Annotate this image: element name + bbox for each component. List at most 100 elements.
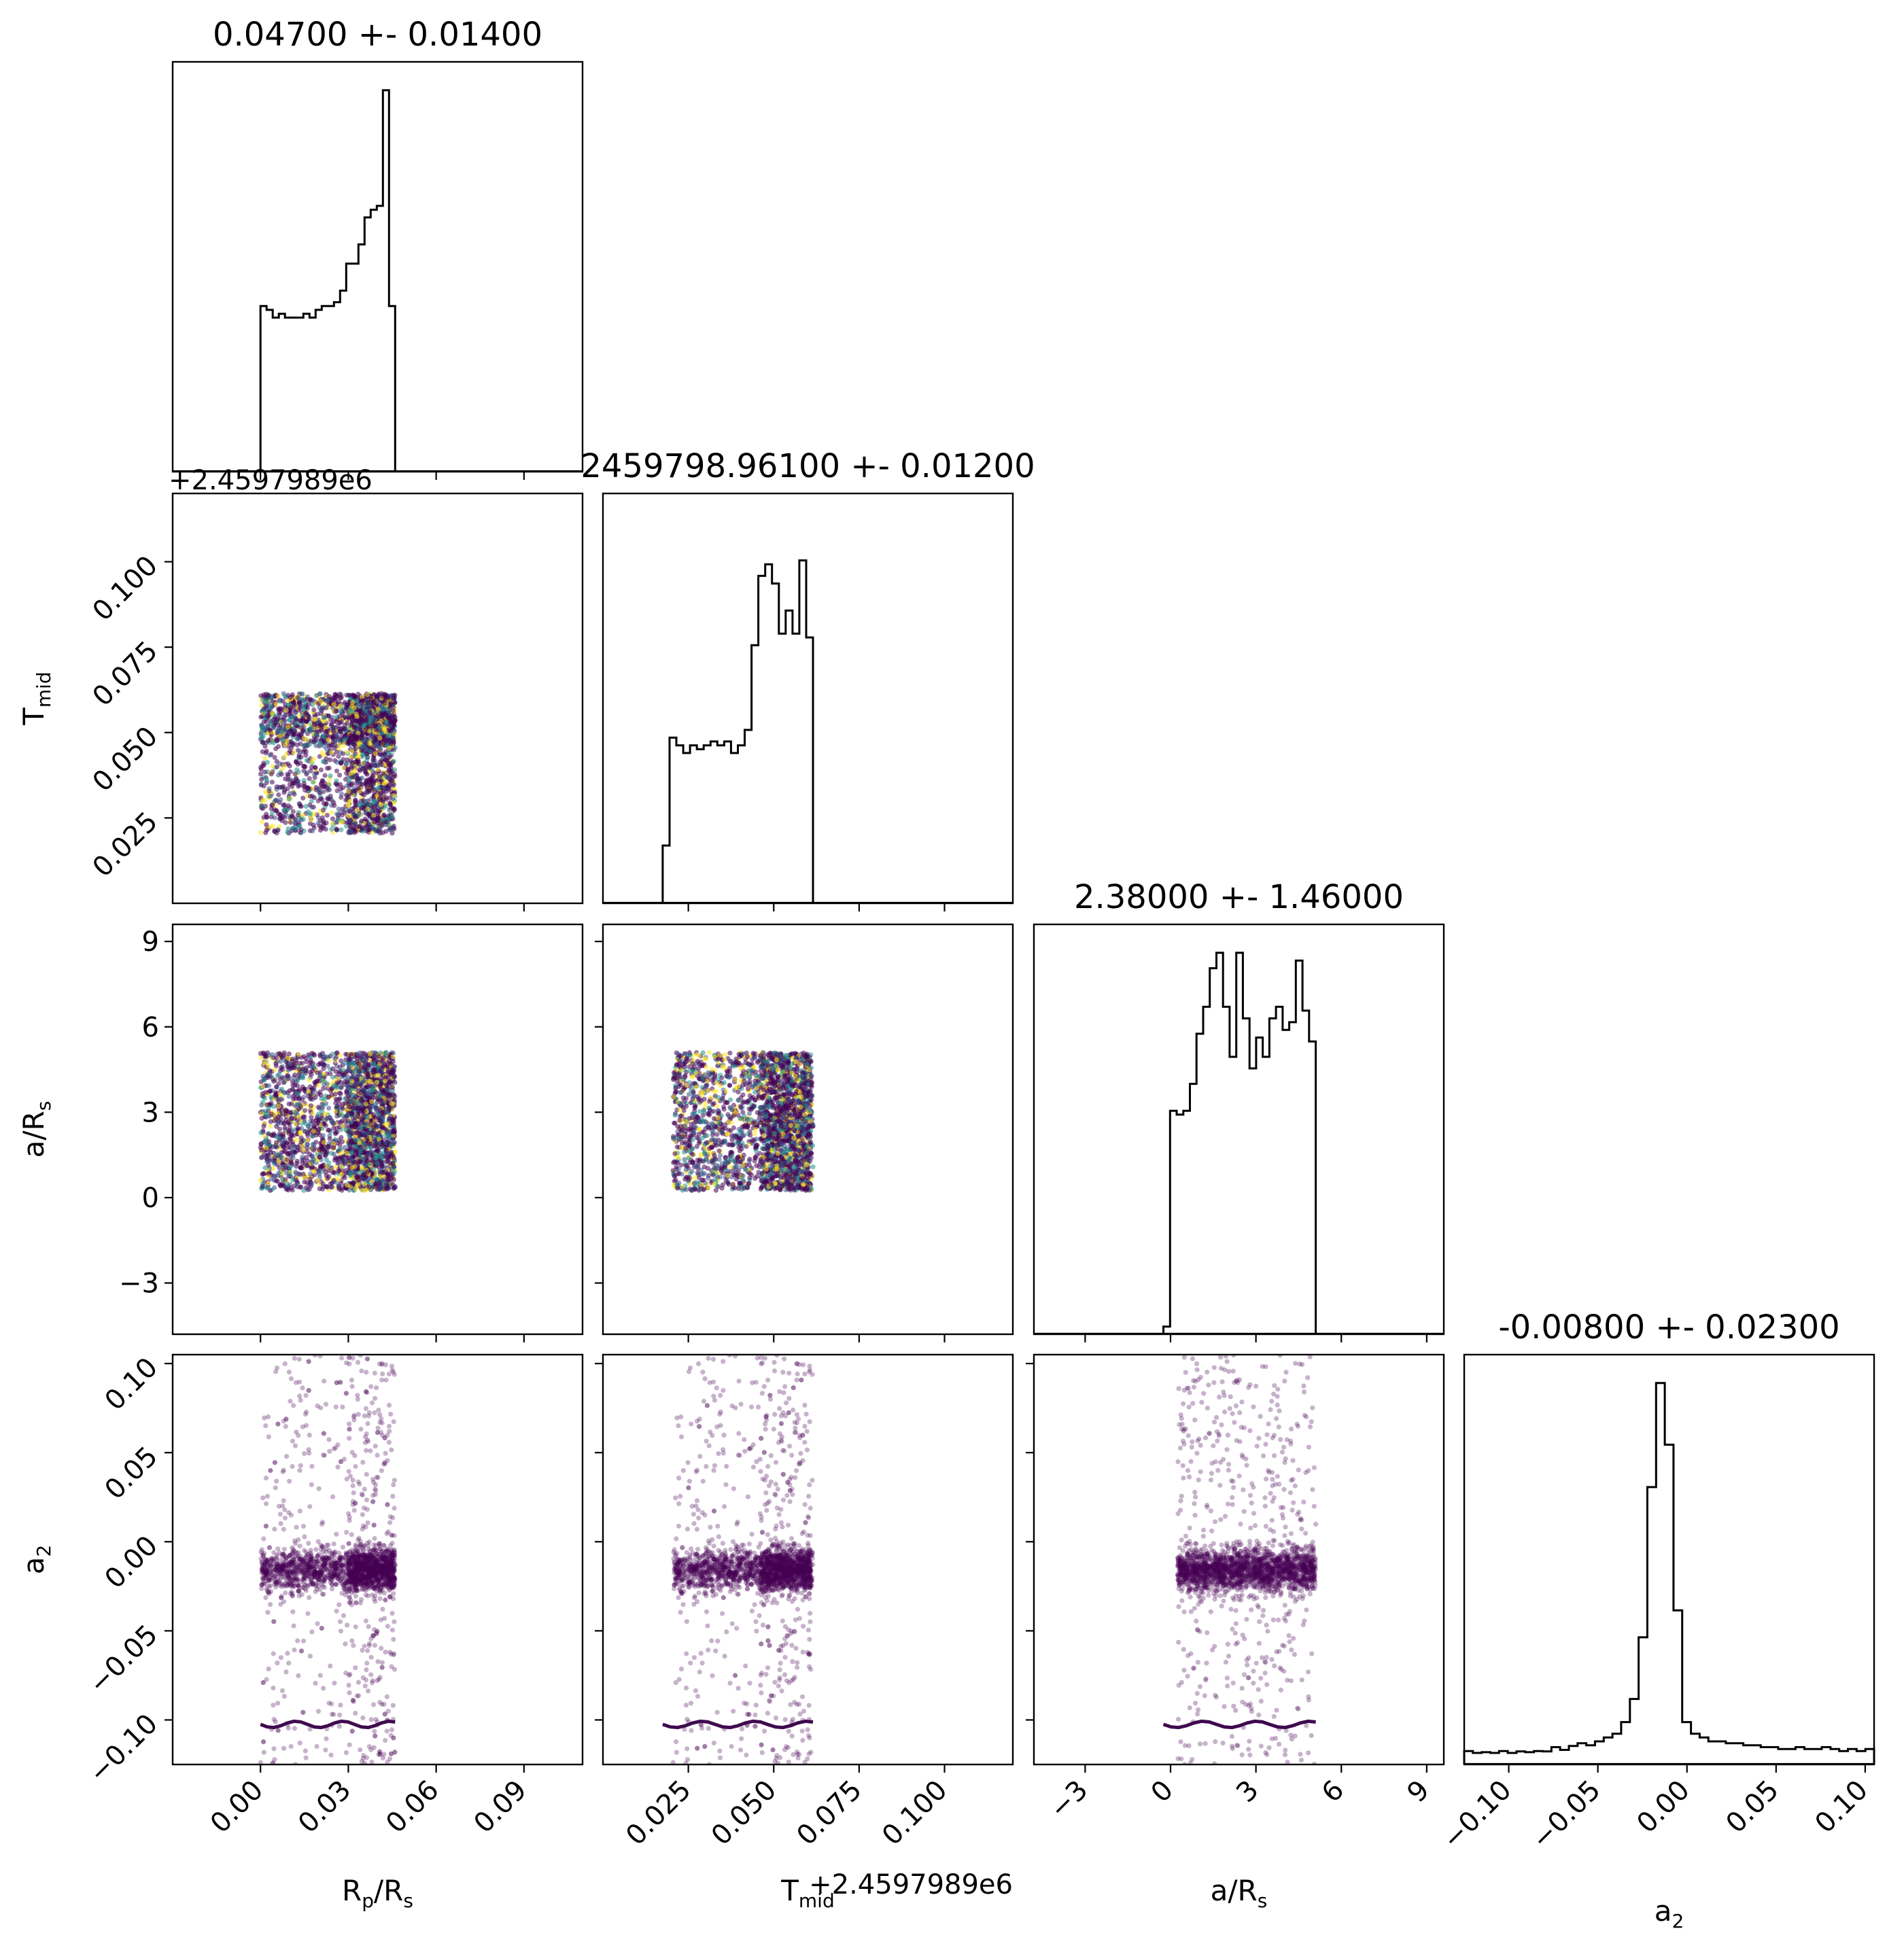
scatter-point bbox=[266, 1152, 271, 1158]
scatter-point bbox=[288, 728, 294, 733]
scatter-point bbox=[334, 1079, 340, 1085]
scatter-point bbox=[260, 1171, 266, 1177]
scatter-point bbox=[280, 1066, 285, 1072]
scatter-point bbox=[262, 744, 268, 749]
scatter-point bbox=[339, 695, 344, 700]
scatter-point bbox=[345, 1079, 350, 1084]
scatter-point bbox=[352, 1113, 358, 1119]
scatter-point bbox=[325, 697, 330, 703]
scatter-point bbox=[354, 734, 360, 740]
scatter-point bbox=[278, 1059, 283, 1064]
scatter-point bbox=[391, 782, 396, 788]
scatter-point bbox=[383, 1169, 388, 1175]
scatter-point bbox=[311, 1169, 317, 1175]
scatter-point bbox=[330, 1051, 335, 1057]
scatter-point bbox=[364, 1057, 369, 1062]
scatter-point bbox=[348, 733, 354, 739]
scatter-point bbox=[259, 777, 264, 782]
scatter-point bbox=[281, 1080, 286, 1085]
scatter-point bbox=[323, 1054, 329, 1060]
scatter-point bbox=[260, 697, 266, 702]
scatter-point bbox=[321, 818, 326, 824]
scatter-point bbox=[305, 697, 310, 702]
scatter-point bbox=[391, 793, 397, 798]
scatter-point bbox=[385, 1064, 391, 1070]
scatter-point bbox=[304, 719, 309, 725]
scatter-point bbox=[359, 748, 364, 754]
scatter-point bbox=[358, 1144, 364, 1149]
scatter-point bbox=[317, 723, 323, 728]
scatter-point bbox=[281, 1145, 286, 1150]
scatter-point bbox=[331, 729, 336, 734]
scatter-point bbox=[309, 793, 315, 799]
scatter-point bbox=[322, 1121, 327, 1126]
scatter-point bbox=[290, 790, 296, 795]
scatter-point bbox=[322, 784, 327, 789]
scatter-point bbox=[360, 1165, 365, 1170]
scatter-point bbox=[279, 771, 284, 777]
scatter-point bbox=[380, 1124, 385, 1130]
scatter-point bbox=[303, 803, 309, 809]
scatter-point bbox=[269, 771, 274, 777]
scatter-point bbox=[268, 824, 273, 830]
scatter-point bbox=[363, 1101, 369, 1107]
scatter-point bbox=[326, 780, 332, 786]
scatter-point bbox=[319, 797, 325, 802]
scatter-point bbox=[290, 714, 296, 720]
scatter-point bbox=[345, 1151, 350, 1156]
scatter-point bbox=[322, 773, 328, 778]
scatter-point bbox=[264, 760, 270, 765]
scatter-point bbox=[266, 1181, 271, 1186]
scatter-point bbox=[300, 715, 306, 720]
scatter-point bbox=[268, 1124, 273, 1129]
scatter-point bbox=[262, 756, 268, 761]
scatter-layer bbox=[258, 691, 1319, 1764]
scatter-point bbox=[286, 1051, 292, 1057]
scatter-point bbox=[267, 1068, 273, 1073]
scatter-point bbox=[309, 759, 315, 764]
scatter-point bbox=[340, 806, 345, 812]
scatter-point bbox=[373, 727, 379, 733]
scatter-point bbox=[279, 1150, 284, 1155]
scatter-point bbox=[375, 813, 381, 818]
scatter-point bbox=[351, 693, 356, 699]
scatter-point bbox=[351, 1069, 357, 1075]
scatter-point bbox=[264, 778, 270, 783]
scatter-point bbox=[352, 743, 358, 748]
scatter-point bbox=[364, 718, 369, 724]
scatter-point bbox=[362, 1181, 368, 1187]
scatter-point bbox=[269, 710, 275, 716]
scatter-point bbox=[317, 754, 322, 759]
scatter-point bbox=[301, 768, 307, 773]
scatter-point bbox=[352, 814, 358, 819]
scatter-point bbox=[382, 754, 387, 759]
scatter-point bbox=[390, 735, 396, 740]
scatter-point bbox=[338, 750, 343, 755]
scatter-point bbox=[338, 703, 343, 709]
scatter-point bbox=[383, 803, 389, 809]
scatter-point bbox=[392, 1169, 398, 1175]
scatter-point bbox=[281, 1075, 287, 1081]
scatter-point bbox=[329, 827, 334, 832]
scatter-point bbox=[391, 748, 397, 753]
scatter-point bbox=[269, 1100, 274, 1106]
scatter-point bbox=[371, 786, 377, 792]
scatter-point bbox=[344, 823, 349, 829]
scatter-point bbox=[387, 723, 393, 729]
scatter-point bbox=[272, 1067, 277, 1073]
scatter-point bbox=[283, 751, 290, 756]
scatter-point bbox=[373, 1107, 379, 1112]
scatter-point bbox=[306, 786, 311, 791]
scatter-point bbox=[361, 793, 367, 798]
scatter-point bbox=[337, 772, 343, 778]
scatter-point bbox=[283, 1111, 289, 1117]
scatter-point bbox=[391, 730, 396, 735]
scatter-point bbox=[269, 1052, 275, 1058]
scatter-rp-ars bbox=[258, 1049, 398, 1194]
scatter-point bbox=[271, 1160, 277, 1165]
scatter-point bbox=[367, 765, 373, 770]
scatter-point bbox=[379, 1081, 384, 1087]
scatter-point bbox=[365, 712, 370, 717]
scatter-point bbox=[273, 1178, 279, 1183]
scatter-point bbox=[272, 829, 277, 835]
